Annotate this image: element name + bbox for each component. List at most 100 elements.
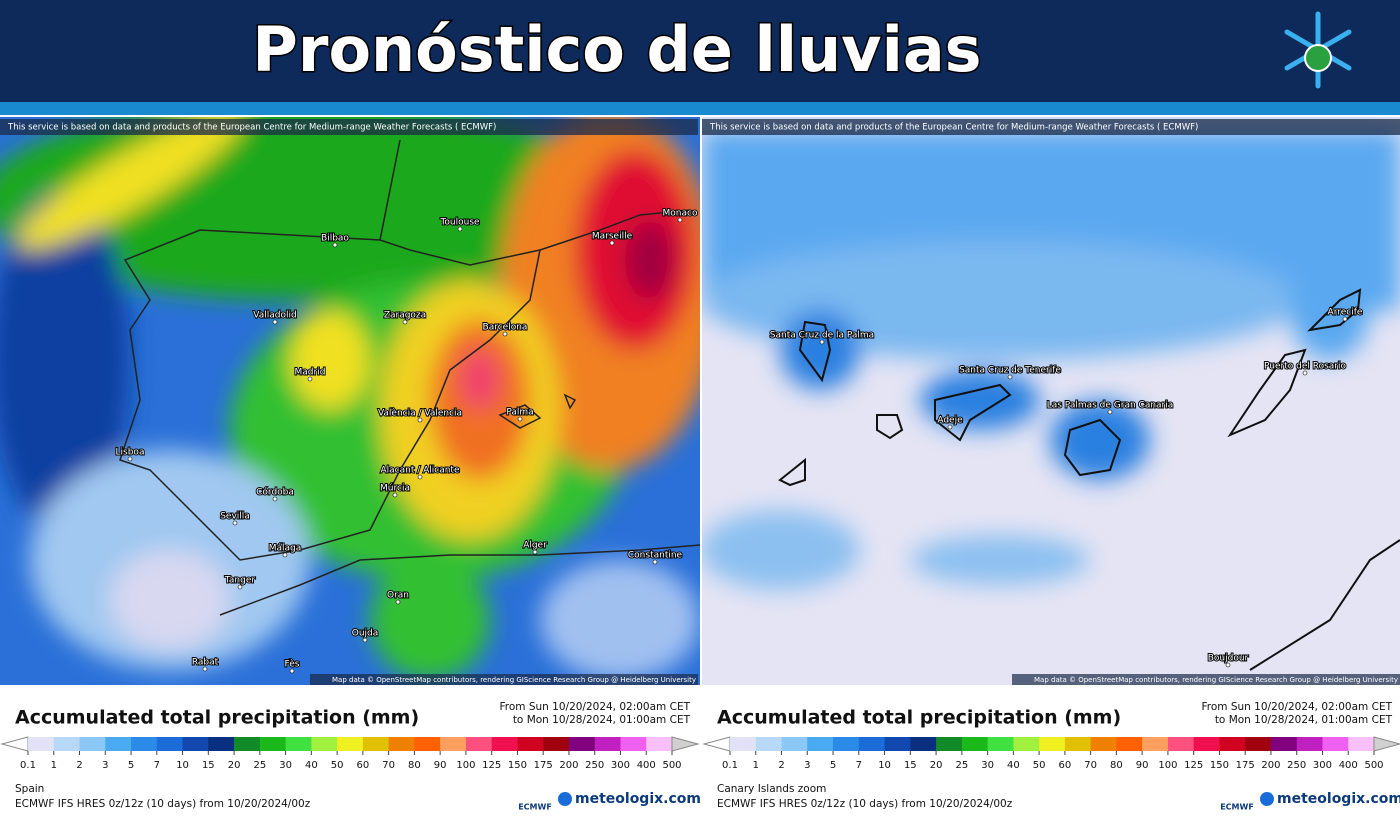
swatch — [858, 737, 886, 751]
city-label: Monaco — [663, 209, 698, 219]
city-label: Málaga — [269, 544, 302, 554]
city-dot — [652, 559, 658, 565]
scale-label: 500 — [1364, 760, 1383, 771]
swatch — [105, 737, 132, 751]
swatch — [1167, 737, 1195, 751]
swatch — [465, 737, 493, 751]
scale-label: 150 — [1210, 760, 1229, 771]
city-label: València / Valencia — [378, 408, 462, 419]
swatch — [884, 737, 911, 751]
swatch — [517, 737, 544, 751]
city-dot — [202, 666, 208, 672]
region: Spain — [15, 783, 44, 795]
city-dot — [517, 416, 523, 422]
swatch — [1090, 737, 1117, 751]
city-label: Palma — [506, 408, 533, 418]
scale-label: 60 — [357, 760, 370, 771]
city-label: Oran — [387, 591, 409, 601]
swatch — [337, 737, 364, 751]
city-dot — [307, 376, 313, 382]
city-dot — [1107, 409, 1113, 415]
city-label: Alger — [523, 541, 547, 551]
city-label: Adeje — [937, 416, 963, 426]
scale-label: 5 — [128, 760, 134, 771]
city-label: Santa Cruz de la Palma — [770, 331, 874, 341]
city-dot — [532, 549, 538, 555]
page-title: Pronóstico de lluvias — [252, 13, 981, 86]
scale-label: 80 — [408, 760, 421, 771]
scale-label: 0.1 — [722, 760, 738, 771]
city-label: Múrcia — [380, 484, 410, 494]
swatch — [543, 737, 570, 751]
city-dot — [677, 217, 683, 223]
scale-label: 20 — [930, 760, 943, 771]
scale-label: 3 — [804, 760, 810, 771]
scale-label: 10 — [176, 760, 189, 771]
scale-label: 100 — [456, 760, 475, 771]
city-dot — [272, 496, 278, 502]
scale-label: 15 — [202, 760, 215, 771]
scale-label: 70 — [1084, 760, 1097, 771]
scale-label: 7 — [154, 760, 160, 771]
swatch — [620, 737, 647, 751]
attribution-band — [310, 674, 698, 685]
swatch — [285, 737, 312, 751]
scale-label: 300 — [611, 760, 630, 771]
swatch — [755, 737, 783, 751]
swatch — [1116, 737, 1143, 751]
notice: This service is based on data and produc… — [709, 123, 1198, 133]
arrow-left — [0, 736, 29, 752]
logo-ecmwf: ECMWF — [1220, 803, 1254, 812]
scale-label: 3 — [102, 760, 108, 771]
city-dot — [332, 242, 338, 248]
swatch — [440, 737, 467, 751]
city-dot — [1302, 370, 1308, 376]
city-label: Santa Cruz de Tenerife — [959, 366, 1061, 376]
logo-mark — [558, 792, 572, 806]
swatch — [131, 737, 158, 751]
scale-label: 150 — [508, 760, 527, 771]
swatch — [53, 737, 81, 751]
city-label: Tanger — [224, 576, 255, 586]
legend-title: Accumulated total precipitation (mm) — [15, 707, 419, 729]
swatch — [568, 737, 596, 751]
city-dot — [947, 424, 953, 430]
city-label: Las Palmas de Gran Canaria — [1047, 401, 1174, 411]
notice: This service is based on data and produc… — [7, 123, 496, 133]
scale-label: 20 — [228, 760, 241, 771]
model: ECMWF IFS HRES 0z/12z (10 days) from 10/… — [15, 798, 311, 810]
swatch — [807, 737, 834, 751]
city-dot — [237, 584, 243, 590]
city-label: Alacant / Alicante — [380, 466, 459, 476]
scale-label: 125 — [482, 760, 501, 771]
scale-label: 60 — [1059, 760, 1072, 771]
city-label: Bilbao — [321, 234, 349, 244]
attribution: Map data © OpenStreetMap contributors, r… — [332, 676, 696, 684]
model: ECMWF IFS HRES 0z/12z (10 days) from 10/… — [717, 798, 1013, 810]
swatch — [234, 737, 261, 751]
map-spain — [0, 117, 700, 685]
city-label: Barcelona — [483, 323, 528, 333]
scale-label: 175 — [1236, 760, 1255, 771]
city-label: Constantine — [628, 551, 683, 561]
scale-label: 200 — [559, 760, 578, 771]
swatch — [259, 737, 287, 751]
scale-label: 300 — [1313, 760, 1332, 771]
swatch — [1245, 737, 1272, 751]
swatch — [362, 737, 390, 751]
swatch — [1193, 737, 1220, 751]
scale-label: 0.1 — [20, 760, 36, 771]
swatch — [79, 737, 106, 751]
scale-label: 70 — [382, 760, 395, 771]
period: to Mon 10/28/2024, 01:00am CET — [1215, 714, 1393, 726]
scale-label: 25 — [955, 760, 968, 771]
city-dot — [272, 319, 278, 325]
scale-label: 100 — [1158, 760, 1177, 771]
city-dot — [282, 552, 288, 558]
logo-meteologix: meteologix.com — [1277, 791, 1400, 807]
swatch — [936, 737, 963, 751]
scale-label: 10 — [878, 760, 891, 771]
header-bar — [0, 0, 1400, 102]
city-label: Oujda — [352, 629, 379, 639]
